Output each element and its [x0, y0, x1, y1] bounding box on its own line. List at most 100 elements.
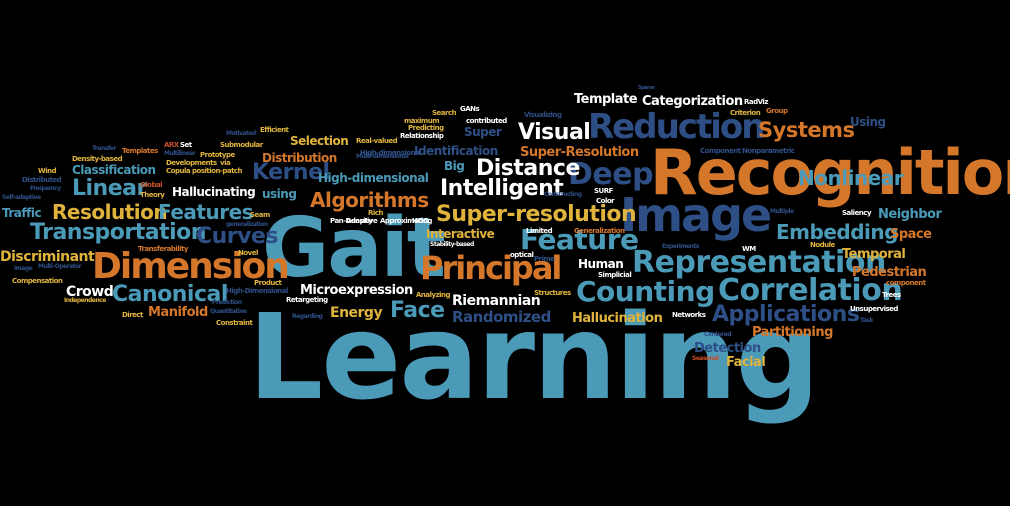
word-component-lower: component: [886, 279, 926, 287]
word-constraint: Constraint: [216, 319, 253, 327]
word-pan-density: Pan-Density: [330, 217, 373, 225]
word-big: Big: [444, 159, 465, 173]
word-hallucination: Hallucination: [572, 311, 663, 326]
word-surf: SURF: [594, 187, 613, 195]
word-neighbor: Neighbor: [878, 207, 942, 222]
word-retargeting: Retargeting: [286, 296, 328, 304]
word-rich: Rich: [368, 209, 383, 217]
word-detection: Detection: [694, 341, 761, 356]
word-real-valued: Real-valued: [356, 137, 398, 145]
word-nonparametric: Nonparametric: [742, 147, 795, 155]
word-dimension: Dimension: [92, 246, 290, 287]
word-high-dimensional-cap: High-Dimensional: [226, 287, 288, 295]
word-motivated: Motivated: [226, 130, 256, 137]
word-classification: Classification: [72, 163, 156, 177]
word-via: via: [220, 159, 231, 167]
word-transfer: Transfer: [92, 145, 116, 152]
word-human: Human: [578, 257, 624, 271]
word-developments: Developments: [166, 159, 217, 167]
word-features: Features: [158, 200, 254, 224]
word-interactive: Interactive: [426, 227, 495, 241]
word-distributed: Distributed: [22, 176, 62, 184]
word-hog: HOG: [412, 217, 429, 225]
word-stability-based: Stability-based: [430, 241, 474, 248]
word-energy: Energy: [330, 305, 383, 321]
word-adaptive: Adaptive: [346, 217, 378, 225]
word-gait: Gait: [262, 201, 446, 296]
word-density-based: Density-based: [72, 155, 123, 163]
word-nodule: Nodule: [810, 241, 835, 249]
word-approximating: Approximating: [380, 217, 432, 225]
word-visual: Visual: [518, 120, 591, 145]
word-curves: Curves: [196, 224, 279, 249]
word-randomized: Randomized: [452, 308, 551, 326]
word-simplicial: Simplicial: [598, 271, 632, 279]
word-high-dimensional-small: High-dimensional: [360, 149, 422, 157]
word-relationship: Relationship: [400, 132, 444, 140]
word-high-dimensional: High-dimensional: [318, 171, 429, 185]
word-correlation: Correlation: [718, 273, 903, 308]
word-submodular: Submodular: [220, 141, 263, 149]
word-applications: Applications: [712, 302, 860, 327]
word-super-resolution-2: Super-Resolution: [520, 145, 639, 160]
word-prototype: Prototype: [200, 151, 235, 159]
word-using: Using: [850, 115, 886, 129]
word-identification: Identification: [414, 144, 498, 158]
word-analyzing: Analyzing: [416, 291, 451, 299]
word-systems: Systems: [758, 118, 855, 142]
word-group: Group: [766, 107, 788, 115]
word-face: Face: [390, 298, 445, 323]
word-prime: Prime: [534, 255, 555, 263]
word-maximum: maximum: [404, 117, 440, 125]
word-representation: Representation: [632, 245, 886, 280]
word-intelligent: Intelligent: [440, 176, 564, 201]
word-component: Component: [700, 147, 741, 155]
word-networks: Networks: [672, 311, 706, 319]
word-wind: Wind: [38, 167, 57, 175]
word-hallucinating: Hallucinating: [172, 185, 256, 199]
word-independence: Independence: [64, 297, 106, 304]
word-deep: Deep: [568, 157, 654, 192]
word-trees: Trees: [882, 291, 901, 299]
word-kernel: Kernel: [252, 160, 330, 185]
word-novel: Novel: [238, 249, 258, 257]
word-categorization: Categorization: [642, 94, 743, 109]
word-contributed: contributed: [466, 117, 507, 125]
word-direct: Direct: [122, 311, 143, 319]
word-global: Global: [140, 181, 163, 189]
word-predicting: Predicting: [408, 124, 444, 132]
word-manifold: Manifold: [148, 305, 208, 320]
word-recognition: Recognition: [650, 136, 1010, 209]
word-color: Color: [596, 197, 615, 205]
word-counting: Counting: [576, 275, 715, 308]
word-seam: Seam: [250, 211, 270, 219]
word-multi-operator: Multi-Operator: [38, 263, 82, 270]
word-centered: Centered: [704, 331, 732, 338]
word-compensation: Compensation: [12, 277, 63, 285]
word-image-small: image: [14, 265, 33, 272]
word-unsupervised: Unsupervised: [850, 305, 898, 313]
word-canonical: Canonical: [112, 282, 228, 307]
word-frequency: Frequency: [30, 185, 61, 192]
word-generalization: Generalization: [574, 227, 625, 235]
word-traffic: Traffic: [2, 206, 42, 220]
word-search: Search: [432, 109, 457, 117]
word-temporal: Temporal: [842, 247, 906, 262]
word-resolution: Resolution: [52, 200, 168, 224]
word-linear: Linear: [72, 176, 147, 201]
word-task: Task: [860, 317, 873, 324]
word-selection: Selection: [290, 134, 349, 148]
word-criterion: Criterion: [730, 109, 761, 117]
word-efficient: Efficient: [260, 126, 289, 134]
word-limited: Limited: [526, 227, 553, 235]
word-experiments: Experiments: [662, 243, 699, 250]
word-generalization-lower: generalization: [226, 221, 268, 228]
word-theory: Theory: [140, 191, 165, 199]
word-seasonal: Seasonal: [692, 355, 719, 362]
word-discriminant: Discriminant: [0, 249, 95, 265]
word-transferability: Transferability: [138, 245, 188, 253]
word-distribution: Distribution: [262, 151, 337, 165]
word-templates: Templates: [122, 147, 158, 155]
word-riemannian: Riemannian: [452, 293, 541, 309]
word-set: Set: [180, 141, 192, 149]
